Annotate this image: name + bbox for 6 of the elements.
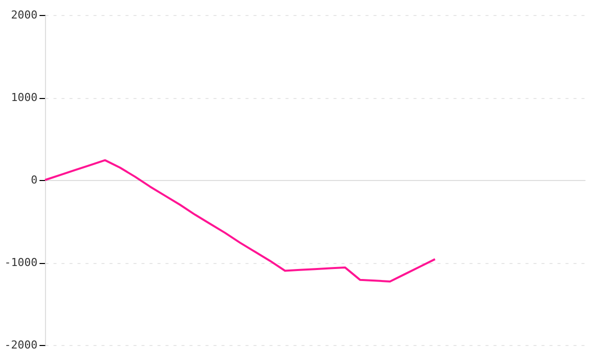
y-tick-label: -1000: [4, 256, 38, 269]
y-tick-label: -2000: [4, 338, 38, 352]
y-tick-label: 2000: [11, 8, 38, 22]
y-tick-label: 0: [30, 174, 38, 186]
y-tick-label: 1000: [11, 91, 38, 104]
line-series: [44, 159, 436, 282]
